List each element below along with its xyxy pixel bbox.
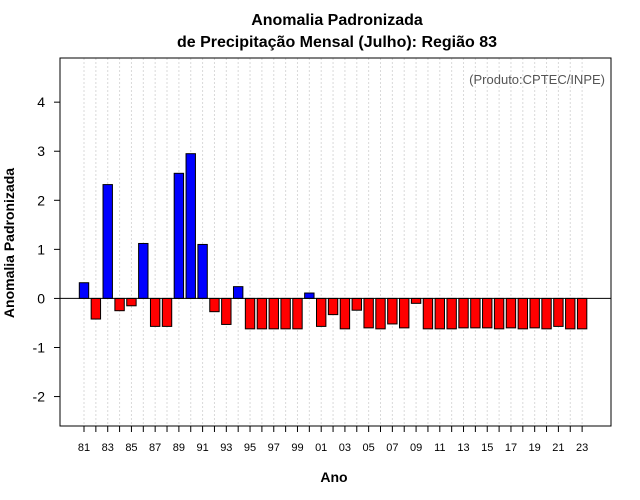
bar-1995	[244, 297, 256, 330]
y-axis-ticks: 4 3 2 1 0 -1 -2	[33, 94, 60, 405]
bar-2015	[482, 297, 493, 329]
x-tick-label: 99	[291, 442, 303, 454]
vertical-gridlines	[83, 58, 583, 426]
bar-2008	[399, 297, 410, 329]
y-tick-label: -1	[33, 339, 46, 355]
x-tick-label: 89	[173, 442, 185, 454]
x-tick-label: 83	[102, 442, 114, 454]
bar-2021	[553, 297, 564, 327]
bar-1994	[232, 286, 244, 299]
x-tick-label: 15	[481, 442, 493, 454]
bar-1988	[161, 297, 173, 327]
bar-2011	[434, 297, 446, 330]
bar-2001	[316, 297, 327, 327]
bar-1989	[173, 172, 185, 299]
x-tick-label: 03	[339, 442, 351, 454]
chart-subtitle: de Precipitação Mensal (Julho): Região 8…	[177, 34, 497, 51]
bar-2003	[339, 297, 351, 330]
x-tick-label: 11	[434, 442, 445, 454]
bar-2014	[470, 297, 481, 329]
x-tick-label: 87	[149, 442, 161, 454]
bar-1996	[256, 297, 268, 330]
bar-2012	[446, 297, 457, 330]
y-axis-label: Anomalia Padronizada	[1, 168, 17, 318]
bar-1991	[197, 243, 208, 299]
bar-2019	[529, 297, 540, 329]
bar-2020	[541, 297, 552, 330]
bar-2017	[505, 297, 517, 329]
bar-1998	[280, 297, 291, 330]
bar-2005	[363, 297, 374, 329]
x-axis-ticks: 81 83 85 87 89 91 93 95 97 99 01 03 05 07 09 11 13 15 17 19…	[78, 426, 588, 454]
x-tick-label: 81	[78, 442, 90, 454]
x-tick-label: 07	[386, 442, 398, 454]
credit-label: (Produto:CPTEC/INPE)	[469, 72, 605, 87]
x-tick-label: 09	[410, 442, 422, 454]
bar-2023	[576, 297, 588, 330]
bar-2004	[351, 297, 362, 311]
x-tick-label: 01	[315, 442, 327, 454]
x-tick-label: 23	[576, 442, 588, 454]
y-tick-label: -2	[33, 389, 46, 405]
x-tick-label: 95	[244, 442, 256, 454]
bar-2016	[493, 297, 505, 330]
y-tick-label: 3	[37, 143, 45, 159]
bar-2007	[387, 297, 398, 325]
bars	[78, 153, 588, 330]
x-tick-label: 21	[552, 442, 564, 454]
x-tick-label: 93	[220, 442, 232, 454]
x-tick-label: 85	[125, 442, 137, 454]
bar-1990	[185, 153, 196, 299]
bar-1981	[78, 282, 90, 299]
bar-1983	[102, 184, 113, 299]
x-tick-label: 91	[196, 442, 208, 454]
x-tick-label: 19	[529, 442, 541, 454]
bar-2002	[327, 297, 339, 316]
y-tick-label: 0	[37, 290, 45, 306]
x-tick-label: 17	[505, 442, 517, 454]
y-tick-label: 1	[37, 241, 45, 257]
bar-1985	[126, 297, 137, 307]
x-tick-label: 97	[268, 442, 280, 454]
y-tick-label: 4	[37, 94, 45, 110]
bar-2009	[410, 297, 422, 304]
bar-2000	[304, 292, 315, 299]
bar-1982	[90, 297, 102, 320]
bar-2006	[375, 297, 386, 330]
y-tick-label: 2	[37, 192, 45, 208]
bar-1992	[209, 297, 220, 313]
bar-1986	[138, 242, 149, 299]
bar-2022	[565, 297, 576, 330]
x-tick-label: 05	[363, 442, 375, 454]
bar-2010	[422, 297, 434, 330]
x-axis-label: Ano	[320, 469, 347, 485]
bar-1984	[114, 297, 125, 312]
bar-1987	[149, 297, 161, 327]
bar-1997	[268, 297, 279, 330]
bar-1999	[292, 297, 303, 330]
bar-1993	[221, 297, 232, 325]
bar-2013	[458, 297, 469, 329]
plot-frame	[59, 57, 612, 427]
bar-2018	[517, 297, 529, 330]
x-tick-label: 13	[457, 442, 469, 454]
chart-title: Anomalia Padronizada	[251, 12, 423, 29]
